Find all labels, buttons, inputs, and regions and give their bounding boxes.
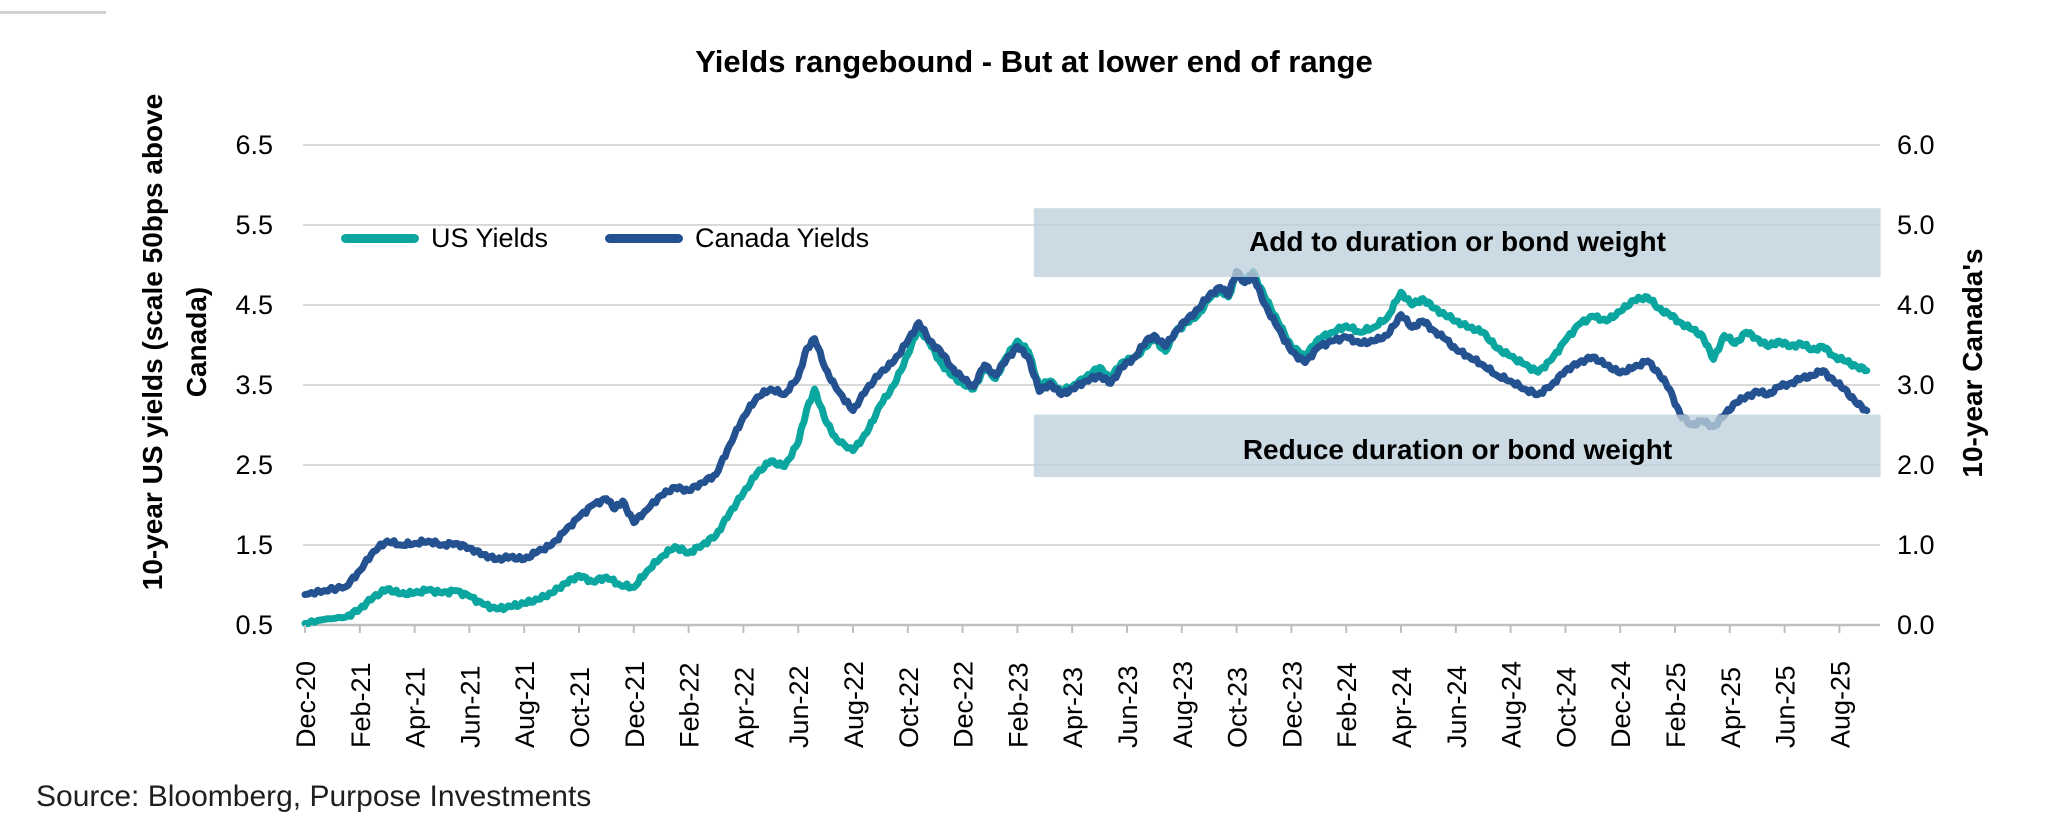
right-axis-tick-label: 6.0 xyxy=(1897,130,1935,160)
right-axis-tick-labels-group: 6.0 5.0 4.0 3.0 2.0 1.0 0.0 xyxy=(1897,130,1935,640)
x-axis-tick-label: Apr-25 xyxy=(1716,667,1746,748)
x-axis-tick-label: Feb-25 xyxy=(1661,662,1691,748)
x-axis-tick-label: Jun-22 xyxy=(784,665,814,748)
x-axis-tick-label: Jun-25 xyxy=(1771,665,1801,748)
x-axis-tick-label: Oct-24 xyxy=(1551,667,1581,748)
x-axis-tick-label: Apr-23 xyxy=(1058,667,1088,748)
left-axis-title-line1: 10-year US yields (scale 50bps above xyxy=(137,94,168,591)
left-axis-tick-label: 3.5 xyxy=(235,370,273,400)
left-axis-title-line2: Canada) xyxy=(181,287,212,397)
x-axis-tick-label: Apr-24 xyxy=(1387,667,1417,748)
left-axis-tick-label: 2.5 xyxy=(235,450,273,480)
x-axis-tick-label: Aug-21 xyxy=(510,661,540,748)
x-axis-tick-label: Aug-23 xyxy=(1168,661,1198,748)
right-axis-tick-label: 0.0 xyxy=(1897,610,1935,640)
x-axis-tick-label: Feb-23 xyxy=(1003,662,1033,748)
add-duration-band xyxy=(1033,208,1881,277)
reduce-duration-band xyxy=(1033,414,1881,477)
x-axis-tick-label: Jun-24 xyxy=(1442,665,1472,748)
x-axis-tick-label: Oct-21 xyxy=(565,667,595,748)
left-axis-tick-label: 0.5 xyxy=(235,610,273,640)
right-axis-title: 10-year Canada's xyxy=(1957,248,1988,477)
x-axis-tick-label: Apr-22 xyxy=(729,667,759,748)
x-axis-tick-label: Dec-23 xyxy=(1277,661,1307,748)
x-axis-tick-label: Oct-23 xyxy=(1223,667,1253,748)
x-axis-tick-label: Dec-21 xyxy=(620,661,650,748)
left-axis-tick-label: 5.5 xyxy=(235,210,273,240)
canada-yields-line xyxy=(301,267,1871,599)
us-yields-legend-label: US Yields xyxy=(431,222,549,253)
x-axis-tick-label: Feb-22 xyxy=(675,662,705,748)
x-axis-tick-label: Aug-24 xyxy=(1497,661,1527,748)
canada-yields-legend-label: Canada Yields xyxy=(695,222,870,253)
source-attribution: Source: Bloomberg, Purpose Investments xyxy=(36,780,592,813)
x-axis-tick-label: Dec-22 xyxy=(949,661,979,748)
x-axis-tick-label: Aug-22 xyxy=(839,661,869,748)
shaded-bands-group xyxy=(1033,208,1881,477)
right-axis-tick-label: 2.0 xyxy=(1897,450,1935,480)
x-axis-tick-label: Oct-22 xyxy=(894,667,924,748)
right-axis-tick-label: 3.0 xyxy=(1897,370,1935,400)
us-yields-line xyxy=(301,267,1871,628)
x-axis-tick-label: Feb-24 xyxy=(1332,662,1362,748)
reduce-duration-annotation: Reduce duration or bond weight xyxy=(1242,434,1673,465)
x-axis-tick-labels-group: Dec-20 Feb-21 Apr-21 Jun-21 Aug-21 Oct-21 Dec-… xyxy=(291,661,1855,748)
us-yields-line-swatch xyxy=(341,233,419,243)
chart-title: Yields rangebound - But at lower end of … xyxy=(695,44,1373,79)
x-axis-tick-label: Aug-25 xyxy=(1825,661,1855,748)
right-axis-tick-label: 1.0 xyxy=(1897,530,1935,560)
x-axis-tick-label: Dec-20 xyxy=(291,661,321,748)
left-axis-tick-labels-group: 6.5 5.5 4.5 3.5 2.5 1.5 0.5 xyxy=(235,130,273,640)
top-edge-rule xyxy=(0,11,106,14)
canada-yields-line-swatch xyxy=(605,233,683,243)
x-axis-tick-label: Jun-23 xyxy=(1113,665,1143,748)
right-axis-tick-label: 4.0 xyxy=(1897,290,1935,320)
x-axis-tick-label: Apr-21 xyxy=(401,667,431,748)
x-axis-tick-label: Feb-21 xyxy=(346,662,376,748)
left-axis-tick-label: 1.5 xyxy=(235,530,273,560)
series-lines-group xyxy=(301,267,1871,628)
x-tick-marks-group xyxy=(304,625,1841,633)
legend-item-canada: Canada Yields xyxy=(605,222,869,254)
left-axis-tick-label: 6.5 xyxy=(235,130,273,160)
left-axis-tick-label: 4.5 xyxy=(235,290,273,320)
x-axis-tick-label: Dec-24 xyxy=(1606,661,1636,748)
x-axis-tick-label: Jun-21 xyxy=(455,665,485,748)
add-duration-annotation: Add to duration or bond weight xyxy=(1249,226,1666,257)
legend-item-us: US Yields xyxy=(341,222,548,254)
right-axis-tick-label: 5.0 xyxy=(1897,210,1935,240)
